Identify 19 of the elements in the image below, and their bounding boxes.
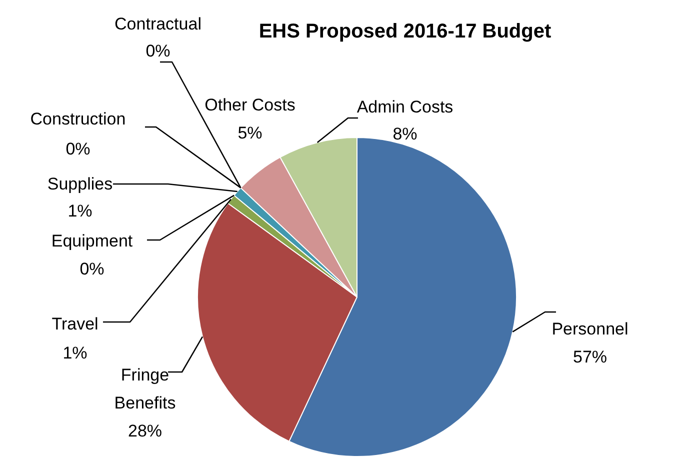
data-label: 5% xyxy=(238,124,262,143)
slice-label: Other Costs xyxy=(204,96,296,115)
slice-label: Admin Costs xyxy=(356,98,454,117)
slice-label: Fringe Benefits xyxy=(114,366,176,413)
category-label: Construction xyxy=(30,110,126,129)
data-label: 28% xyxy=(128,422,162,441)
category-label: Equipment xyxy=(51,232,133,251)
slice-label: Travel xyxy=(52,314,98,334)
text: 0% xyxy=(146,42,170,61)
data-label: 8% xyxy=(392,124,418,144)
chart-title: EHS Proposed 2016-17 Budget xyxy=(258,20,552,43)
slice-label: Supplies xyxy=(47,174,113,194)
data-label: 1% xyxy=(62,344,88,363)
text: 0% xyxy=(66,140,90,159)
text: 0% xyxy=(80,260,104,279)
data-label: 57% xyxy=(572,348,608,367)
category-label: Contractual xyxy=(114,14,202,34)
slice-label: Personnel xyxy=(552,320,628,339)
data-label: 1% xyxy=(68,202,92,221)
